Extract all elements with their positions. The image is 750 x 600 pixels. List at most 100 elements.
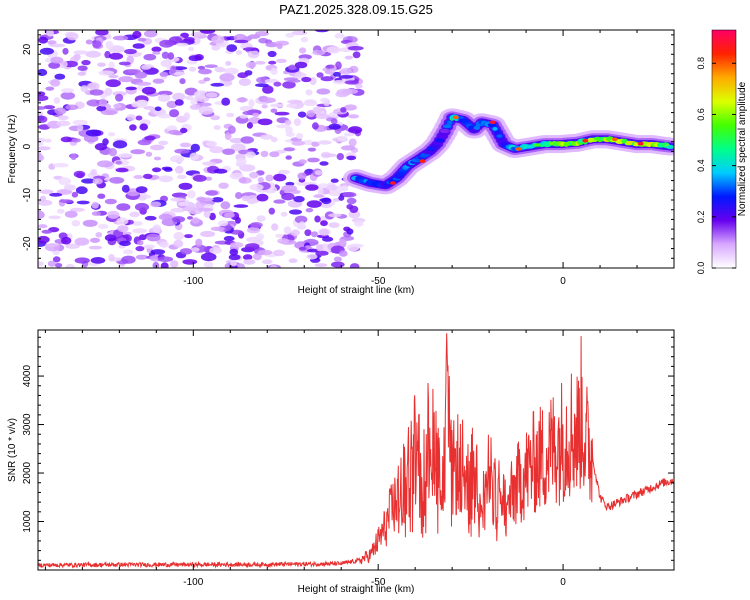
noise-blob <box>294 215 308 224</box>
noise-blob <box>38 142 44 147</box>
noise-blob <box>132 30 142 39</box>
noise-blob <box>57 208 65 214</box>
noise-blob <box>179 142 192 148</box>
noise-blob <box>92 178 103 185</box>
noise-blob <box>135 246 145 252</box>
noise-blob <box>66 32 79 41</box>
signal-hotspot <box>452 115 459 120</box>
noise-blob <box>172 92 186 101</box>
signal-core <box>439 128 450 134</box>
noise-blob <box>88 245 103 250</box>
noise-blob <box>219 73 235 82</box>
noise-blob <box>214 66 226 73</box>
noise-blob <box>217 220 229 227</box>
noise-blob <box>267 50 277 58</box>
noise-blob <box>198 102 212 107</box>
noise-blob <box>211 197 224 203</box>
noise-blob <box>265 41 279 48</box>
noise-blob <box>248 99 255 108</box>
bottom-y-tick-label: 4000 <box>22 365 33 388</box>
noise-blob <box>319 228 330 236</box>
noise-blob <box>206 140 218 147</box>
signal-core <box>473 125 481 130</box>
noise-blob <box>71 138 81 143</box>
noise-blob <box>97 193 106 199</box>
noise-blob <box>341 185 349 192</box>
noise-blob <box>352 51 361 59</box>
noise-blob <box>283 147 296 152</box>
signal-track <box>343 108 674 195</box>
noise-blob <box>38 36 48 44</box>
noise-blob <box>253 253 262 261</box>
top-x-tick-label: 0 <box>560 276 566 287</box>
noise-blob <box>197 207 214 212</box>
noise-blob <box>198 106 214 115</box>
noise-blob <box>235 50 243 55</box>
noise-blob <box>187 216 193 220</box>
noise-blob <box>189 66 196 72</box>
noise-blob <box>306 254 318 260</box>
noise-blob <box>97 224 109 229</box>
noise-blob <box>298 159 307 165</box>
noise-blob <box>344 104 357 111</box>
noise-blob <box>183 37 195 42</box>
noise-blob <box>170 65 177 74</box>
noise-blob <box>209 146 224 154</box>
noise-blob <box>229 172 244 180</box>
noise-blob <box>97 62 106 67</box>
noise-blob <box>237 72 249 79</box>
noise-blob <box>286 103 298 109</box>
noise-blob <box>141 64 152 70</box>
noise-blob <box>198 68 212 75</box>
noise-blob <box>105 79 121 88</box>
noise-blob <box>280 211 288 217</box>
noise-blob <box>260 150 269 158</box>
noise-blob <box>119 240 131 247</box>
noise-blob <box>314 215 321 223</box>
noise-blob <box>198 79 207 84</box>
noise-blob <box>115 93 124 102</box>
noise-blob <box>229 248 239 256</box>
noise-blob <box>257 118 273 126</box>
noise-blob <box>191 217 200 224</box>
noise-blob <box>265 174 274 182</box>
noise-blob <box>256 233 264 241</box>
noise-blob <box>167 52 175 60</box>
noise-blob <box>173 232 185 241</box>
noise-blob <box>169 109 180 118</box>
noise-blob <box>325 64 335 69</box>
signal-core <box>426 150 434 154</box>
noise-blob <box>60 91 76 100</box>
noise-blob <box>311 141 320 147</box>
noise-blob <box>130 149 146 155</box>
noise-blob <box>274 111 290 116</box>
noise-blob <box>189 152 199 161</box>
noise-blob <box>326 184 338 191</box>
top-x-tick-label: -50 <box>371 276 386 287</box>
noise-blob <box>342 191 357 198</box>
noise-blob <box>230 143 246 152</box>
noise-blob <box>166 100 178 109</box>
noise-blob <box>322 236 334 242</box>
noise-blob <box>301 76 312 83</box>
noise-blob <box>320 76 334 82</box>
noise-blob <box>242 47 259 52</box>
noise-blob <box>260 134 273 140</box>
noise-blob <box>38 68 48 77</box>
noise-blob <box>57 115 69 121</box>
noise-blob <box>157 94 171 102</box>
noise-blob <box>112 35 129 41</box>
noise-blob <box>71 220 81 227</box>
noise-blob <box>307 157 320 163</box>
noise-blob <box>229 242 244 248</box>
noise-blob <box>270 103 284 108</box>
noise-blob <box>121 231 132 236</box>
noise-blob <box>187 46 194 52</box>
noise-blob <box>348 138 357 147</box>
noise-blob <box>150 249 166 255</box>
noise-blob <box>39 47 55 55</box>
noise-blob <box>45 138 52 143</box>
noise-blob <box>249 183 264 191</box>
noise-blob <box>293 118 302 126</box>
noise-blob <box>296 133 304 140</box>
